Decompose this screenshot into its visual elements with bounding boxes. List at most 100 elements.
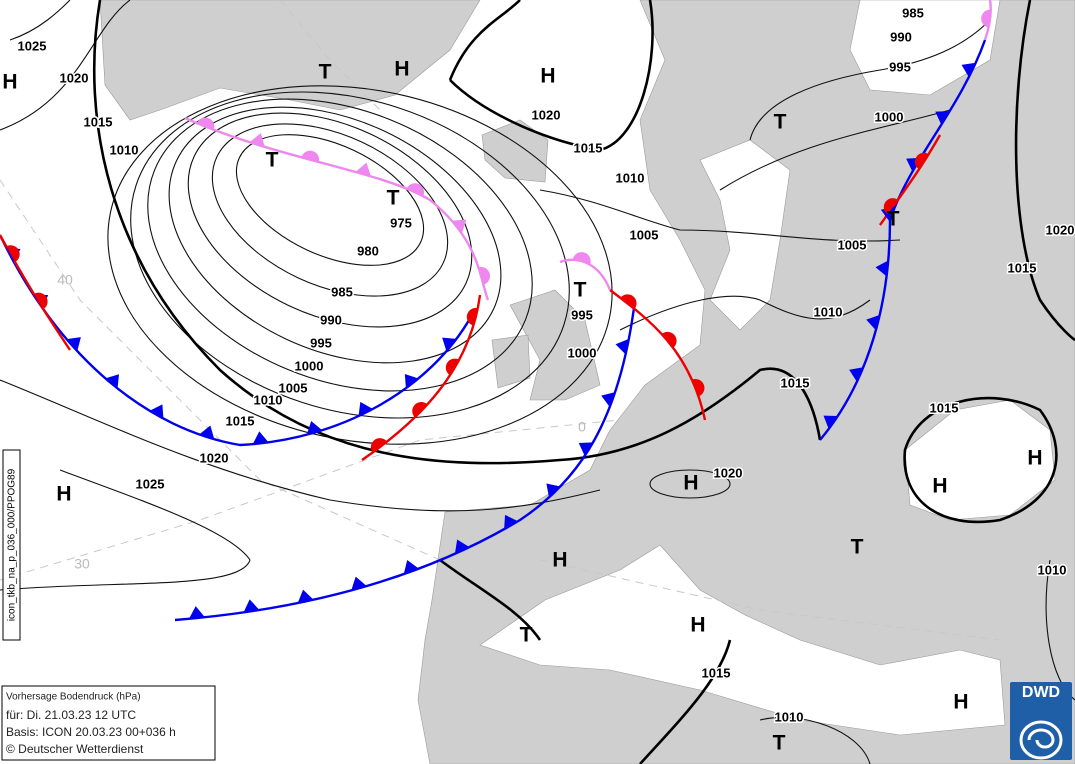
front-semicircle <box>981 9 992 28</box>
iceland <box>481 119 549 183</box>
front-symbol <box>33 292 48 310</box>
logo-text: DWD <box>1022 684 1060 701</box>
front-symbol <box>452 219 467 234</box>
front-symbol <box>546 483 561 498</box>
front-triangle <box>188 606 205 619</box>
front-triangle <box>578 442 594 457</box>
pressure-center: T <box>851 536 864 559</box>
front-triangle <box>849 367 864 382</box>
front-symbol <box>866 314 880 331</box>
info-basis: Basis: ICON 20.03.23 00+036 h <box>6 725 176 739</box>
front-triangle <box>105 374 120 389</box>
grid-label: 30 <box>74 556 90 572</box>
isobar-label: 1010 <box>616 170 645 185</box>
isobar-bold <box>439 558 732 764</box>
front-triangle <box>66 337 81 352</box>
front-triangle <box>452 219 467 234</box>
grid-line <box>0 419 621 581</box>
isobar <box>0 0 131 131</box>
front-triangle <box>306 421 323 435</box>
pressure-center: H <box>1027 447 1042 470</box>
isobar-label: 1010 <box>814 304 843 319</box>
isobar-label: 1025 <box>136 476 165 491</box>
front-triangle <box>149 404 164 419</box>
dwd-logo: DWD <box>1010 682 1072 760</box>
front-semicircle <box>883 198 899 215</box>
isobar-label: 1020 <box>532 107 561 122</box>
front-semicircle <box>914 152 929 170</box>
pressure-center: T <box>887 208 900 231</box>
isobar-label: 1005 <box>838 237 867 252</box>
front-symbol <box>578 442 594 457</box>
isobar-label: 1015 <box>702 665 731 680</box>
front-symbol <box>252 431 269 445</box>
isobar-label: 1005 <box>630 227 659 242</box>
front-triangle <box>875 260 889 277</box>
model-id: icon_tkb_na_p_036_000/PPOG89 <box>7 468 18 621</box>
front-symbol <box>149 404 164 419</box>
front-symbol <box>406 183 425 196</box>
isobar-label: 1000 <box>568 345 597 360</box>
front-symbol <box>358 401 373 417</box>
front-triangle <box>297 589 314 604</box>
isobar <box>619 295 871 331</box>
front-triangle <box>935 111 950 125</box>
front-triangle <box>355 162 371 177</box>
pressure-center: H <box>953 691 968 714</box>
isobar-label: 1000 <box>295 358 324 373</box>
grid-line <box>0 179 441 561</box>
pressure-center: T <box>774 111 787 134</box>
front-semicircle <box>6 245 20 263</box>
front-symbol <box>6 245 20 263</box>
isobar-label: 1015 <box>930 400 959 415</box>
front-triangle <box>823 415 838 430</box>
front-triangle <box>601 392 616 408</box>
front-symbol <box>403 560 419 575</box>
front-triangle <box>249 133 265 147</box>
front-symbol <box>615 338 629 355</box>
front-symbol <box>573 252 591 264</box>
isobar <box>749 19 991 141</box>
pressure-center: H <box>540 65 555 88</box>
front-triangle <box>199 425 215 440</box>
isobar-label: 985 <box>331 284 353 299</box>
front-symbol <box>692 379 705 397</box>
front-semicircle <box>661 331 677 348</box>
isobar-label: 1020 <box>714 465 743 480</box>
occluded-front <box>559 258 612 291</box>
isobar <box>649 469 731 499</box>
isobar-label: 1015 <box>574 140 603 155</box>
isobar <box>235 134 425 266</box>
front-semicircle <box>301 150 320 163</box>
isobar <box>107 85 613 445</box>
isobar <box>168 106 502 364</box>
pressure-center: H <box>932 475 947 498</box>
front-symbol <box>196 117 215 130</box>
isobar-label: 1015 <box>781 375 810 390</box>
pressure-center: T <box>520 624 533 647</box>
front-triangle <box>403 560 419 575</box>
isobar-label: 995 <box>310 335 332 350</box>
front-triangle <box>615 338 629 355</box>
front-triangle <box>404 373 419 389</box>
front-symbol <box>404 373 419 389</box>
grid-label: 0 <box>578 419 586 435</box>
pressure-center: H <box>56 483 71 506</box>
front-symbol <box>601 392 616 408</box>
front-semicircle <box>478 266 491 285</box>
front-symbol <box>935 111 950 125</box>
isobar <box>759 716 871 764</box>
isobar-label: 1020 <box>200 450 229 465</box>
fronts <box>0 0 992 622</box>
front-symbol <box>199 425 215 440</box>
info-copyright: © Deutscher Wetterdienst <box>6 742 144 756</box>
logo-swirl <box>1019 720 1063 760</box>
isobar <box>9 0 71 41</box>
front-triangle <box>504 514 518 530</box>
front-symbol <box>849 367 864 382</box>
front-symbol <box>351 576 367 591</box>
front-semicircle <box>620 294 637 309</box>
front-symbol <box>442 337 457 352</box>
